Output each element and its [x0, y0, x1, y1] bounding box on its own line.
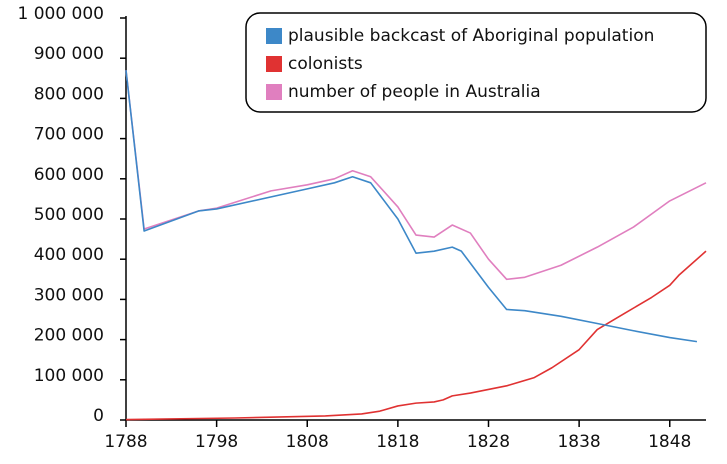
legend-swatch [266, 28, 282, 44]
x-tick-label: 1828 [467, 432, 510, 452]
x-tick-label: 1818 [376, 432, 419, 452]
x-tick-label: 1848 [648, 432, 691, 452]
y-tick-label: 900 000 [34, 44, 104, 64]
y-tick-label: 100 000 [34, 366, 104, 386]
x-tick-label: 1808 [286, 432, 329, 452]
legend-label: colonists [288, 54, 363, 74]
y-tick-label: 500 000 [34, 205, 104, 225]
y-tick-label: 1 000 000 [17, 4, 104, 24]
legend-box [245, 12, 707, 113]
series-line [125, 250, 707, 421]
series-line [125, 70, 698, 343]
series-line [125, 70, 707, 281]
y-tick-label: 400 000 [34, 245, 104, 265]
legend-swatch [266, 84, 282, 100]
legend-label: plausible backcast of Aboriginal populat… [288, 26, 654, 46]
y-tick-label: 700 000 [34, 125, 104, 145]
y-tick-label: 300 000 [34, 285, 104, 305]
x-tick-label: 1788 [104, 432, 147, 452]
y-tick-label: 800 000 [34, 84, 104, 104]
y-tick-label: 200 000 [34, 326, 104, 346]
x-tick-label: 1798 [195, 432, 238, 452]
legend-label: number of people in Australia [288, 82, 541, 102]
y-tick-label: 600 000 [34, 165, 104, 185]
legend-swatch [266, 56, 282, 72]
x-tick-label: 1838 [557, 432, 600, 452]
y-tick-label: 0 [93, 406, 104, 426]
